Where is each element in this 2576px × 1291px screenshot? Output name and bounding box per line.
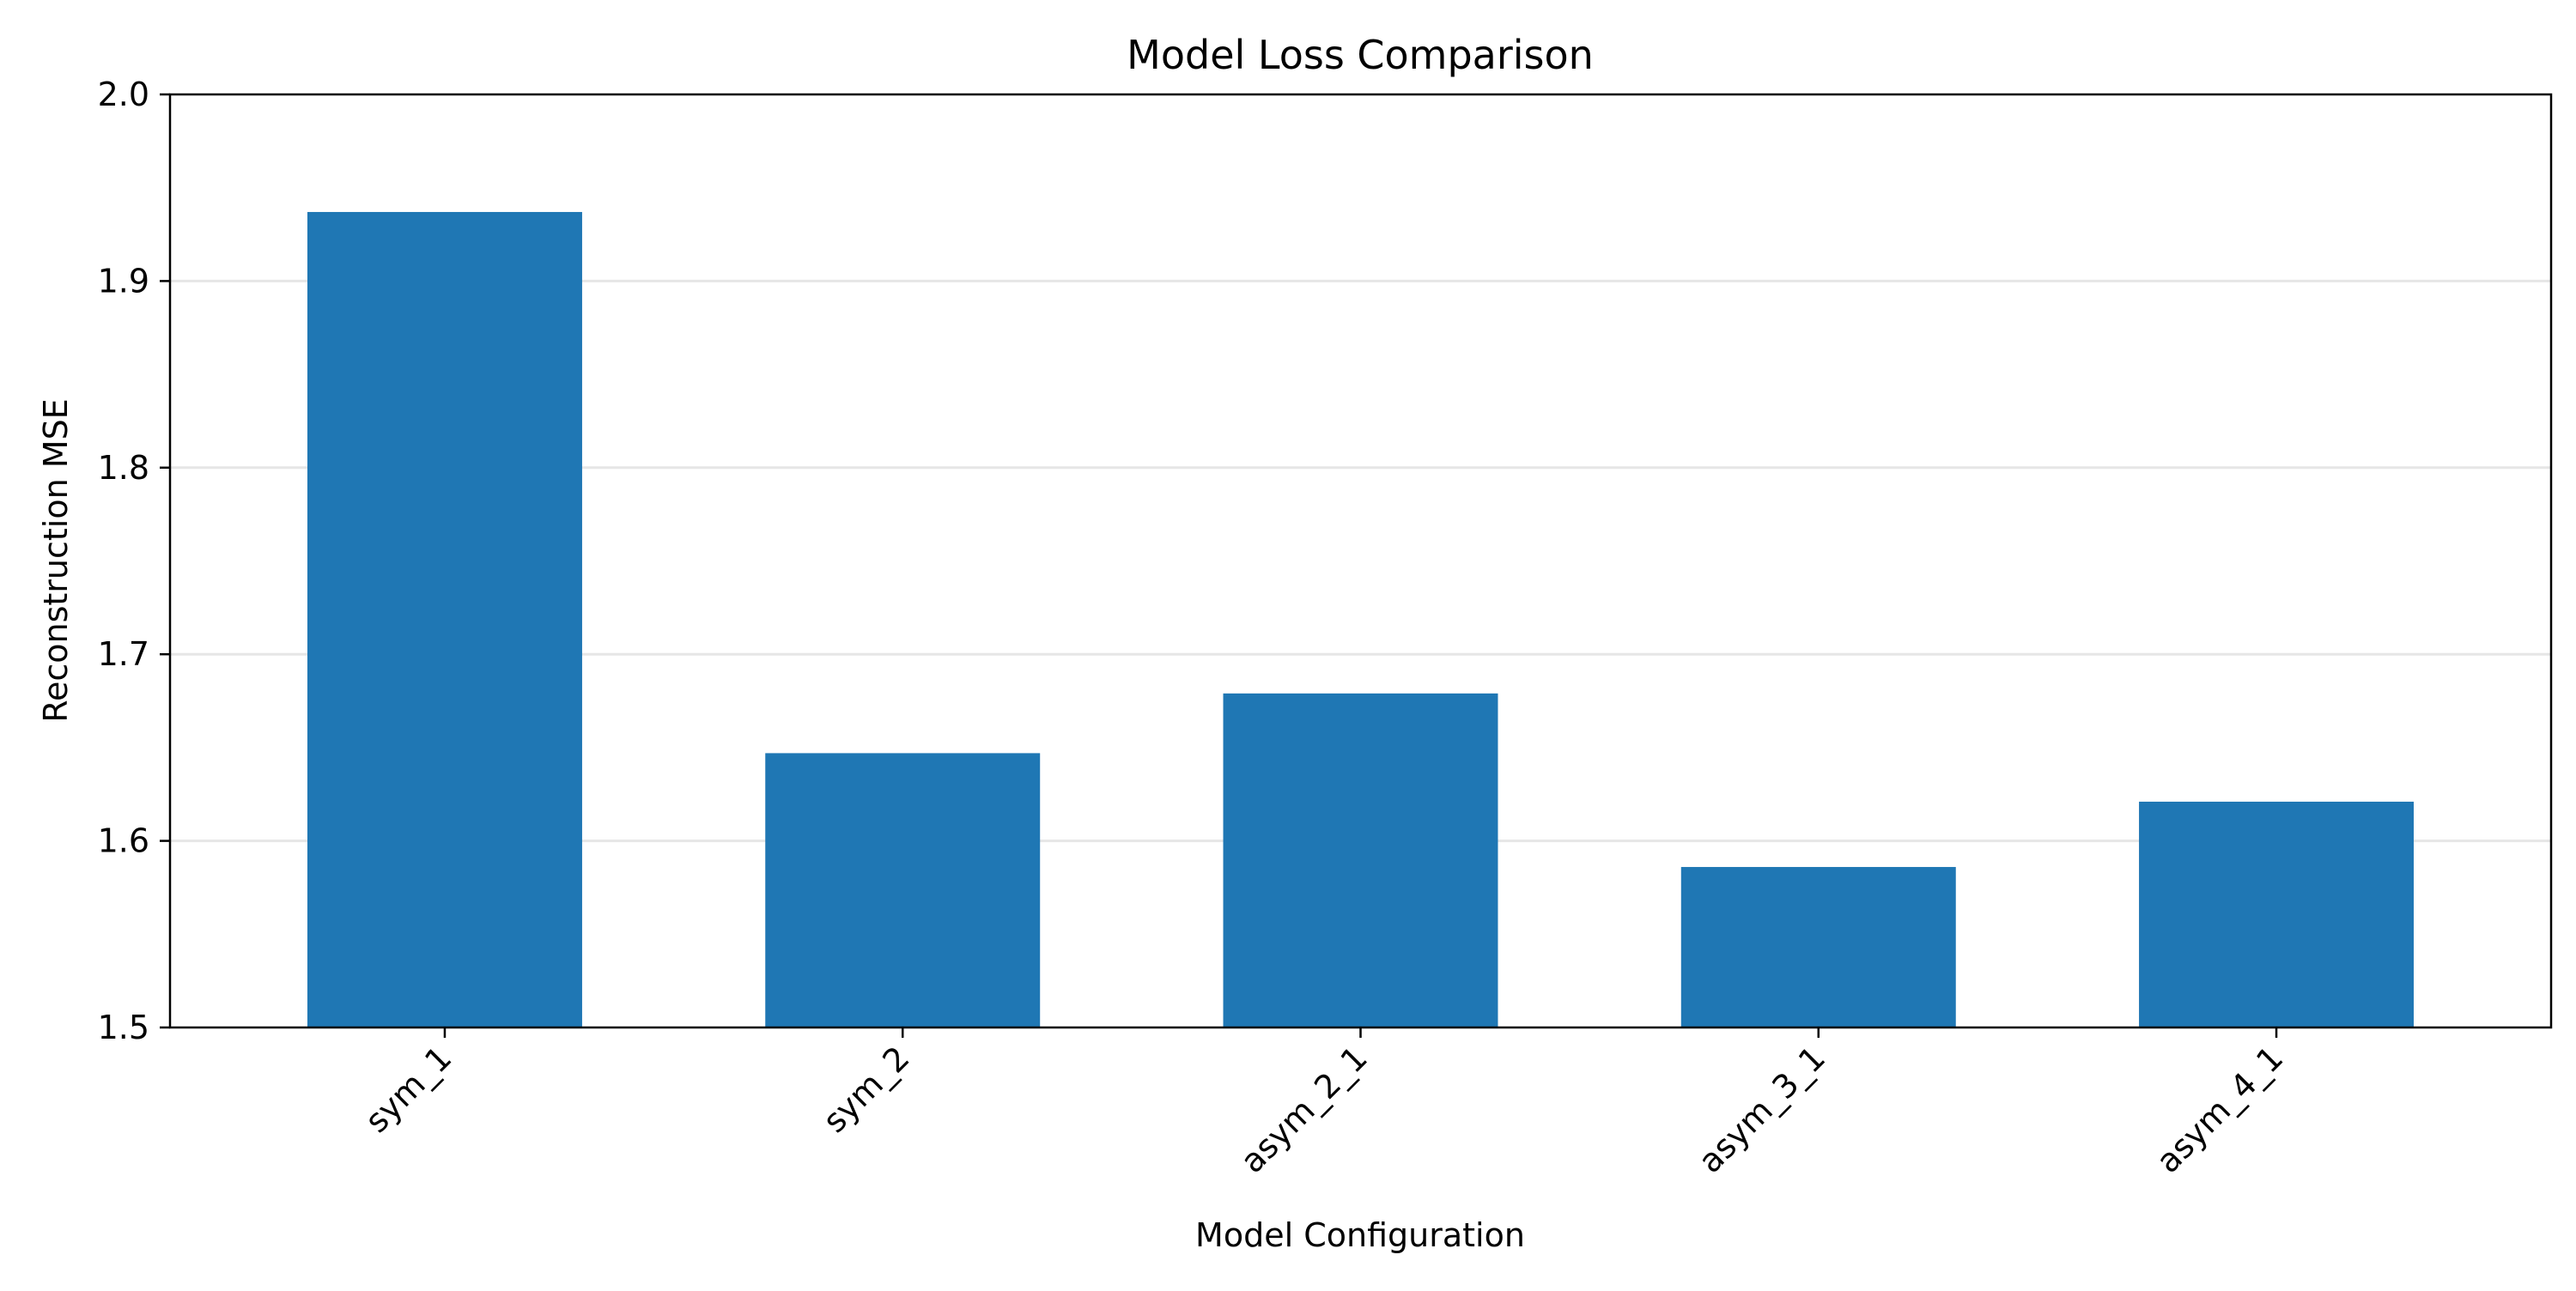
bar-asym_3_1 <box>1680 867 1956 1027</box>
bars <box>307 211 2415 1027</box>
bar-sym_2 <box>765 753 1041 1027</box>
y-axis-ticks: 1.5 1.6 1.7 1.8 1.9 2.0 <box>98 76 170 1046</box>
bar-asym_2_1 <box>1223 693 1498 1027</box>
y-tick-label: 1.5 <box>98 1009 149 1046</box>
chart-title: Model Loss Comparison <box>1127 32 1594 78</box>
y-tick-label: 1.9 <box>98 262 149 300</box>
y-tick-label: 1.6 <box>98 822 149 860</box>
bar-sym_1 <box>307 211 582 1027</box>
y-axis-label: Reconstruction MSE <box>37 398 75 722</box>
y-tick-label: 2.0 <box>98 76 149 113</box>
y-tick-label: 1.7 <box>98 635 149 673</box>
x-axis-label: Model Configuration <box>1195 1216 1525 1254</box>
y-tick-label: 1.8 <box>98 449 149 487</box>
bar-asym_4_1 <box>2139 801 2415 1027</box>
